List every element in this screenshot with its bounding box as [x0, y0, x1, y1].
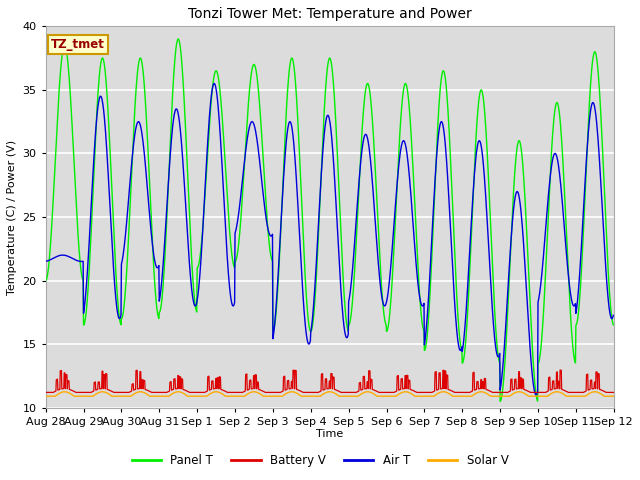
Y-axis label: Temperature (C) / Power (V): Temperature (C) / Power (V): [7, 139, 17, 295]
Legend: Panel T, Battery V, Air T, Solar V: Panel T, Battery V, Air T, Solar V: [127, 449, 513, 472]
X-axis label: Time: Time: [316, 430, 343, 440]
Text: TZ_tmet: TZ_tmet: [51, 38, 105, 51]
Title: Tonzi Tower Met: Temperature and Power: Tonzi Tower Met: Temperature and Power: [188, 7, 472, 21]
